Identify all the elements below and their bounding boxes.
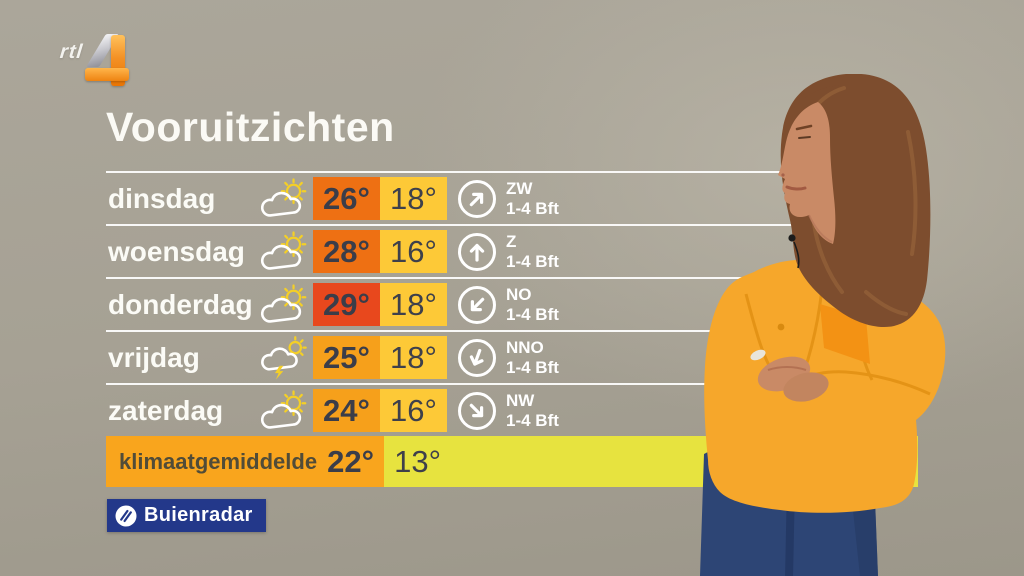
- presenter-photo: [700, 74, 946, 576]
- forecast-table: dinsdag 26° 18° ZW 1-4 Bft woensdag: [106, 171, 920, 436]
- wind-cell: NNO 1-4 Bft: [447, 332, 920, 383]
- wind-force: 1-4 Bft: [506, 357, 559, 377]
- low-temp: 16°: [380, 389, 447, 432]
- table-row: zaterdag 24° 16° NW 1-4 Bft: [106, 383, 920, 436]
- wind-force: 1-4 Bft: [506, 198, 559, 218]
- wind-arrow-icon: [458, 232, 496, 271]
- low-temp: 16°: [380, 230, 447, 273]
- wind-text: ZW 1-4 Bft: [506, 179, 559, 218]
- wind-force: 1-4 Bft: [506, 410, 559, 430]
- rtl4-number-icon: [84, 32, 130, 88]
- sun-cloud-icon: [255, 173, 313, 224]
- table-row: vrijdag 25° 18° NNO 1-4 Bft: [106, 330, 920, 383]
- high-temp: 28°: [313, 230, 380, 273]
- sun-cloud-icon: [255, 385, 313, 436]
- rtl-logo-text: rtl: [58, 41, 85, 63]
- buienradar-label: Buienradar: [144, 504, 253, 526]
- day-label: woensdag: [108, 235, 245, 267]
- wind-cell: Z 1-4 Bft: [447, 226, 920, 277]
- wind-cell: NO 1-4 Bft: [447, 279, 920, 330]
- high-temp: 26°: [313, 177, 380, 220]
- wind-cell: NW 1-4 Bft: [447, 385, 920, 436]
- table-row: woensdag 28° 16° Z 1-4 Bft: [106, 224, 920, 277]
- day-label: vrijdag: [108, 341, 200, 373]
- wind-arrow-icon: [458, 179, 496, 218]
- wind-direction: ZW: [506, 178, 533, 198]
- climate-high-temp: 22°: [327, 443, 375, 479]
- wind-text: NW 1-4 Bft: [506, 391, 559, 430]
- wind-text: Z 1-4 Bft: [506, 232, 559, 271]
- day-label: dinsdag: [108, 182, 216, 214]
- wind-direction: NW: [506, 390, 535, 410]
- day-label: donderdag: [108, 288, 253, 320]
- wind-arrow-icon: [458, 391, 496, 430]
- day-label: zaterdag: [108, 394, 224, 426]
- wind-direction: Z: [506, 231, 517, 251]
- sun-cloud-icon: [255, 226, 313, 277]
- low-temp: 18°: [380, 336, 447, 379]
- page-title: Vooruitzichten: [106, 104, 395, 150]
- climate-label: klimaatgemiddelde: [119, 448, 318, 474]
- table-row: donderdag 29° 18° NO 1-4 Bft: [106, 277, 920, 330]
- wind-cell: ZW 1-4 Bft: [447, 173, 920, 224]
- high-temp: 25°: [313, 336, 380, 379]
- high-temp: 24°: [313, 389, 380, 432]
- wind-force: 1-4 Bft: [506, 304, 559, 324]
- low-temp: 18°: [380, 177, 447, 220]
- wind-text: NO 1-4 Bft: [506, 285, 559, 324]
- wind-direction: NNO: [506, 337, 544, 357]
- buienradar-logo: Buienradar: [107, 499, 266, 532]
- sun-cloud-icon: [255, 279, 313, 330]
- table-row: dinsdag 26° 18° ZW 1-4 Bft: [106, 171, 920, 224]
- rtl4-crossbar-stroke: [85, 68, 129, 81]
- wind-force: 1-4 Bft: [506, 251, 559, 271]
- wind-direction: NO: [506, 284, 532, 304]
- buienradar-radar-icon: [115, 505, 137, 526]
- high-temp: 29°: [313, 283, 380, 326]
- rtl4-logo: rtl: [58, 30, 132, 90]
- wind-text: NNO 1-4 Bft: [506, 338, 559, 377]
- storm-sun-icon: [255, 332, 313, 383]
- wind-arrow-icon: [458, 285, 496, 324]
- climate-bar-left: klimaatgemiddelde 22°: [106, 436, 385, 487]
- climate-low-temp: 13°: [394, 443, 442, 479]
- low-temp: 18°: [380, 283, 447, 326]
- wind-arrow-icon: [458, 338, 496, 377]
